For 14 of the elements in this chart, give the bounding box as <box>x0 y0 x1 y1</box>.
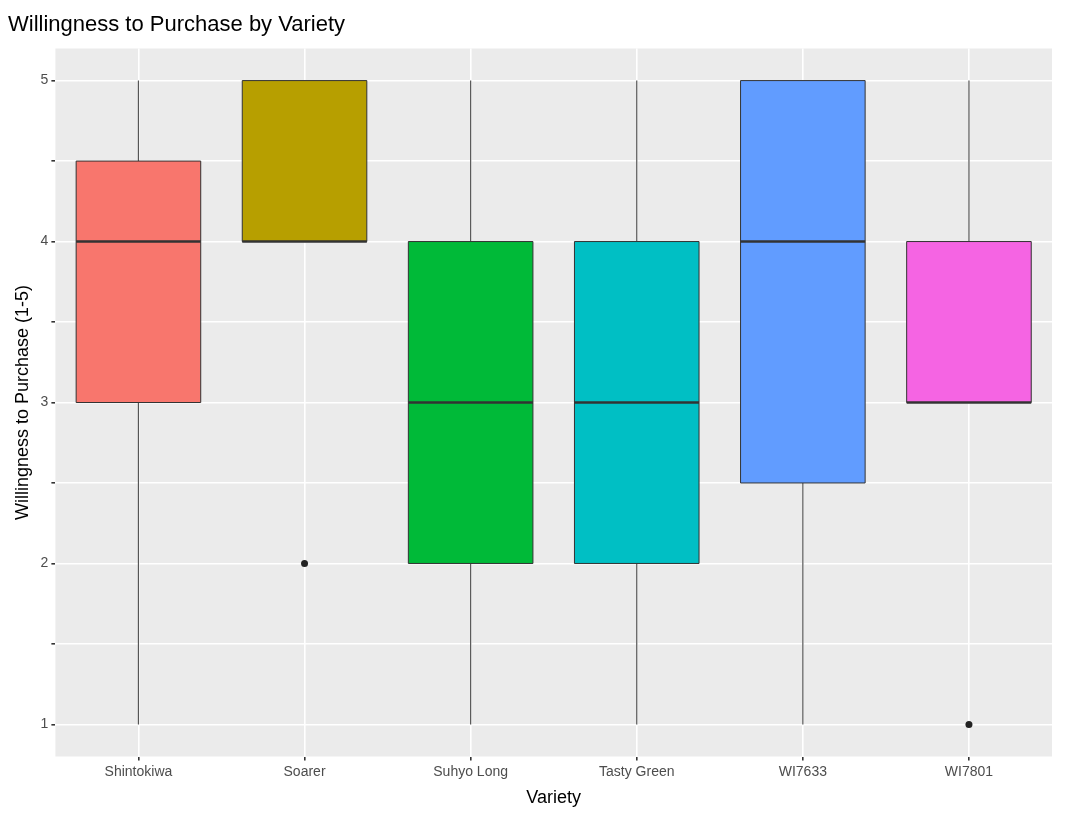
x-tick-label: WI7633 <box>778 762 828 779</box>
x-tick-label: Suhyo Long <box>433 762 509 779</box>
x-axis-title: Variety <box>526 787 582 808</box>
y-axis-title: Willingness to Purchase (1-5) <box>11 284 32 521</box>
chart-title: Willingness to Purchase by Variety <box>8 11 346 37</box>
y-tick-label: 5 <box>40 71 49 88</box>
x-tick-label: Soarer <box>283 762 326 779</box>
x-tick-label: WI7801 <box>944 762 994 779</box>
y-tick-label: 2 <box>40 554 49 571</box>
x-tick-label: Shintokiwa <box>104 762 173 779</box>
y-tick-label: 1 <box>40 715 49 732</box>
x-tick-label: Tasty Green <box>599 762 675 779</box>
y-tick-label: 3 <box>40 393 49 410</box>
y-tick-label: 4 <box>40 232 49 249</box>
